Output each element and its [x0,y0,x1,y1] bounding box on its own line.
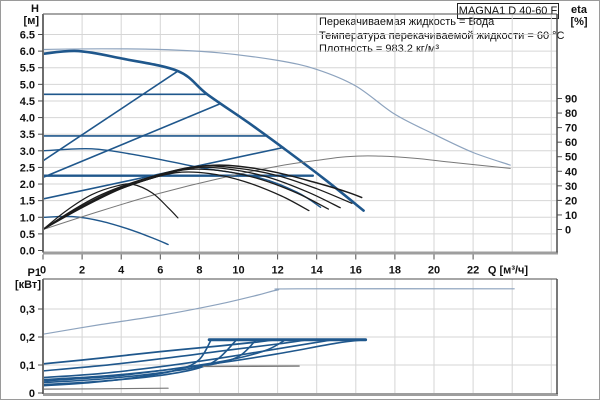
tick-label: 70 [565,123,577,135]
tick-label: 60 [565,137,577,149]
head-axis-symbol: H [31,3,39,15]
eta-axis-unit: [%] [570,16,588,28]
p1-max-parallel [43,288,515,335]
tick-label: 22 [467,265,479,277]
tick-label: 90 [565,93,577,105]
tick-label: 5.0 [20,79,35,91]
y-left-ticks: 0.0 0.5 1.0 1.5 2.0 2.5 3.0 3.5 4.0 4.5 5.0 5.5 6.0 6… [20,30,43,258]
tick-label: 16 [350,265,362,277]
p1-riser-8 [43,339,212,387]
tick-label: 0 [40,265,46,277]
tick-label: 8 [196,265,202,277]
tick-label: 1.5 [20,196,35,208]
tick-label: 14 [311,265,324,277]
plot-border [42,278,558,396]
tick-label: 0 [29,388,35,399]
tick-label: 0,2 [20,332,35,344]
curve-max-parallel [43,48,511,166]
y-right-ticks: 0 10 20 30 40 50 60 70 80 90 [557,93,577,237]
p1-low-gray [43,387,169,390]
tick-label: 0,1 [20,360,35,372]
tick-label: 0.0 [20,246,35,258]
p1-riser-5 [43,339,287,382]
tick-label: 18 [389,265,401,277]
tick-label: 4.5 [20,96,35,108]
head-axis-unit: [м] [23,15,39,27]
condition-temperature: Температура перекачиваемой жидкости = 60… [319,29,565,42]
curves [43,48,511,246]
plot-border [42,13,558,255]
tick-label: 6.5 [20,30,35,42]
curves [43,288,515,390]
p1-riser-3 [43,339,334,379]
power-axis-symbol: P1 [27,267,41,279]
eta-curve-parallel [43,155,511,230]
tick-label: 4.0 [20,113,35,125]
p1-riser-2 [43,339,308,372]
tick-label: 0 [565,225,571,237]
head-axis-label: H [м] [5,3,39,27]
tick-label: 12 [271,265,283,277]
tick-label: 6 [157,265,163,277]
tick-label: 2 [79,265,85,277]
tick-label: 5.5 [20,63,35,75]
grid [43,279,557,394]
tick-label: 30 [565,181,577,193]
tick-label: 1.0 [20,212,35,224]
condition-liquid: Перекачиваемая жидкость = Вода [319,16,495,28]
eta-axis-symbol: eta [571,4,587,16]
grid [43,14,557,253]
hq-efficiency-chart: 0.0 0.5 1.0 1.5 2.0 2.5 3.0 3.5 4.0 4.5 5.0 5.5 6.0 6… [20,13,577,277]
tick-label: 4 [118,265,125,277]
p1-riser-6 [43,339,257,384]
tick-label: 0.5 [20,229,35,241]
tick-label: 2.5 [20,162,35,174]
y-left-ticks: 0 0,1 0,2 0,3 [20,304,43,399]
tick-label: 10 [232,265,244,277]
p1-max-single [43,338,275,365]
curve-prop-pressure-3 [43,70,179,162]
tick-label: 6.0 [20,46,35,58]
tick-label: 3.5 [20,129,35,141]
eta-curve-min [43,183,179,231]
tick-label: 40 [565,166,577,178]
tick-label: 3.0 [20,146,35,158]
condition-density: Плотность = 983.2 кг/м³ [319,43,440,55]
flow-axis-label: Q [м³/ч] [488,265,529,277]
tick-label: 50 [565,152,577,164]
tick-label: 20 [428,265,440,277]
tick-label: 0,3 [20,304,35,316]
eta-curve-5 [43,171,310,231]
power-axis-label: P1 [кВт] [1,267,41,291]
x-ticks: 0 2 4 6 8 10 12 14 16 18 20 22 Q [м³/ч] [40,254,529,277]
curve-speed-min [43,215,169,246]
curve-prop-pressure-2 [43,103,220,179]
operating-conditions: Перекачиваемая жидкость = Вода Температу… [319,16,564,57]
eta-axis-label: eta [%] [561,4,597,28]
power-axis-unit: [кВт] [14,279,41,291]
tick-label: 10 [565,210,577,222]
tick-label: 20 [565,195,577,207]
tick-label: 80 [565,108,577,120]
tick-label: 2.0 [20,179,35,191]
curve-max-single [43,49,365,212]
power-chart: 0 0,1 0,2 0,3 [20,278,558,399]
